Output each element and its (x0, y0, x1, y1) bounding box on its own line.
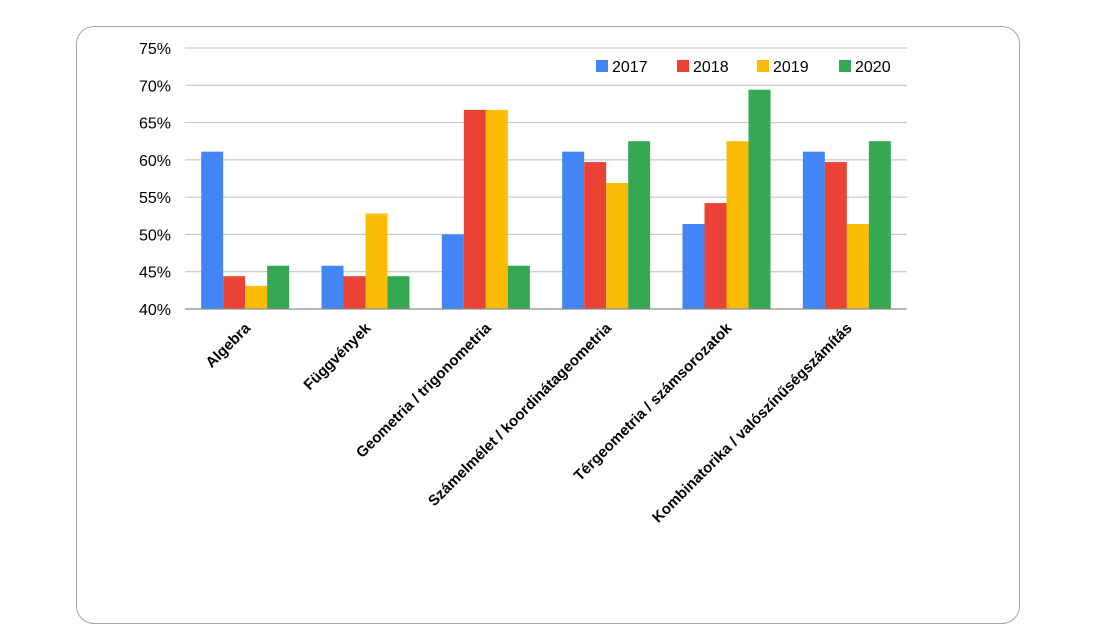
category-label: Kombinatorika / valószínűségszámítás (649, 320, 856, 527)
bar-2019 (606, 182, 629, 309)
legend-swatch-2020 (839, 60, 851, 72)
legend-swatch-2017 (596, 60, 608, 72)
y-tick-label: 60% (139, 153, 171, 170)
bar-2019 (726, 141, 749, 309)
bar-2020 (748, 89, 771, 309)
bar-2020 (267, 265, 290, 309)
bar-2020 (507, 265, 530, 309)
bar-2017 (562, 151, 585, 309)
category-label: Függvények (300, 319, 374, 393)
bar-2017 (682, 223, 705, 309)
y-tick-label: 45% (139, 265, 171, 282)
legend-swatch-2018 (677, 60, 689, 72)
legend-label: 2017 (612, 59, 648, 76)
bar-2019 (245, 285, 268, 309)
gridlines (185, 47, 907, 310)
y-tick-label: 40% (139, 302, 171, 319)
bar-2019 (846, 223, 869, 309)
chart-frame (76, 26, 1020, 624)
bar-2019 (485, 109, 508, 309)
bar-2020 (628, 141, 651, 309)
bar-2019 (365, 213, 388, 309)
y-tick-labels: 40% 45% 50% 55% 60% 65% 70% 75% (139, 41, 171, 319)
bar-2017 (802, 151, 825, 309)
bar-2018 (463, 109, 486, 309)
bar-2017 (441, 234, 464, 309)
bar-2018 (343, 276, 366, 309)
y-tick-label: 65% (139, 116, 171, 133)
legend-swatch-2019 (757, 60, 769, 72)
bar-2017 (201, 151, 224, 309)
bar-2020 (387, 276, 410, 309)
bar-2018 (704, 203, 727, 309)
bar-2018 (223, 276, 246, 309)
bar-2020 (868, 141, 891, 309)
legend-label: 2020 (855, 59, 891, 76)
category-label: Geometria / trigonometria (353, 319, 495, 461)
y-tick-label: 55% (139, 190, 171, 207)
bar-2018 (824, 162, 847, 309)
bar-2018 (584, 162, 607, 309)
bar-2017 (321, 265, 344, 309)
y-tick-label: 75% (139, 41, 171, 58)
y-tick-label: 70% (139, 78, 171, 95)
y-tick-label: 50% (139, 227, 171, 244)
legend-label: 2019 (773, 59, 809, 76)
legend: 2017 2018 2019 2020 (596, 59, 891, 76)
category-label: Algebra (202, 319, 254, 371)
legend-label: 2018 (693, 59, 729, 76)
bars (201, 89, 891, 309)
